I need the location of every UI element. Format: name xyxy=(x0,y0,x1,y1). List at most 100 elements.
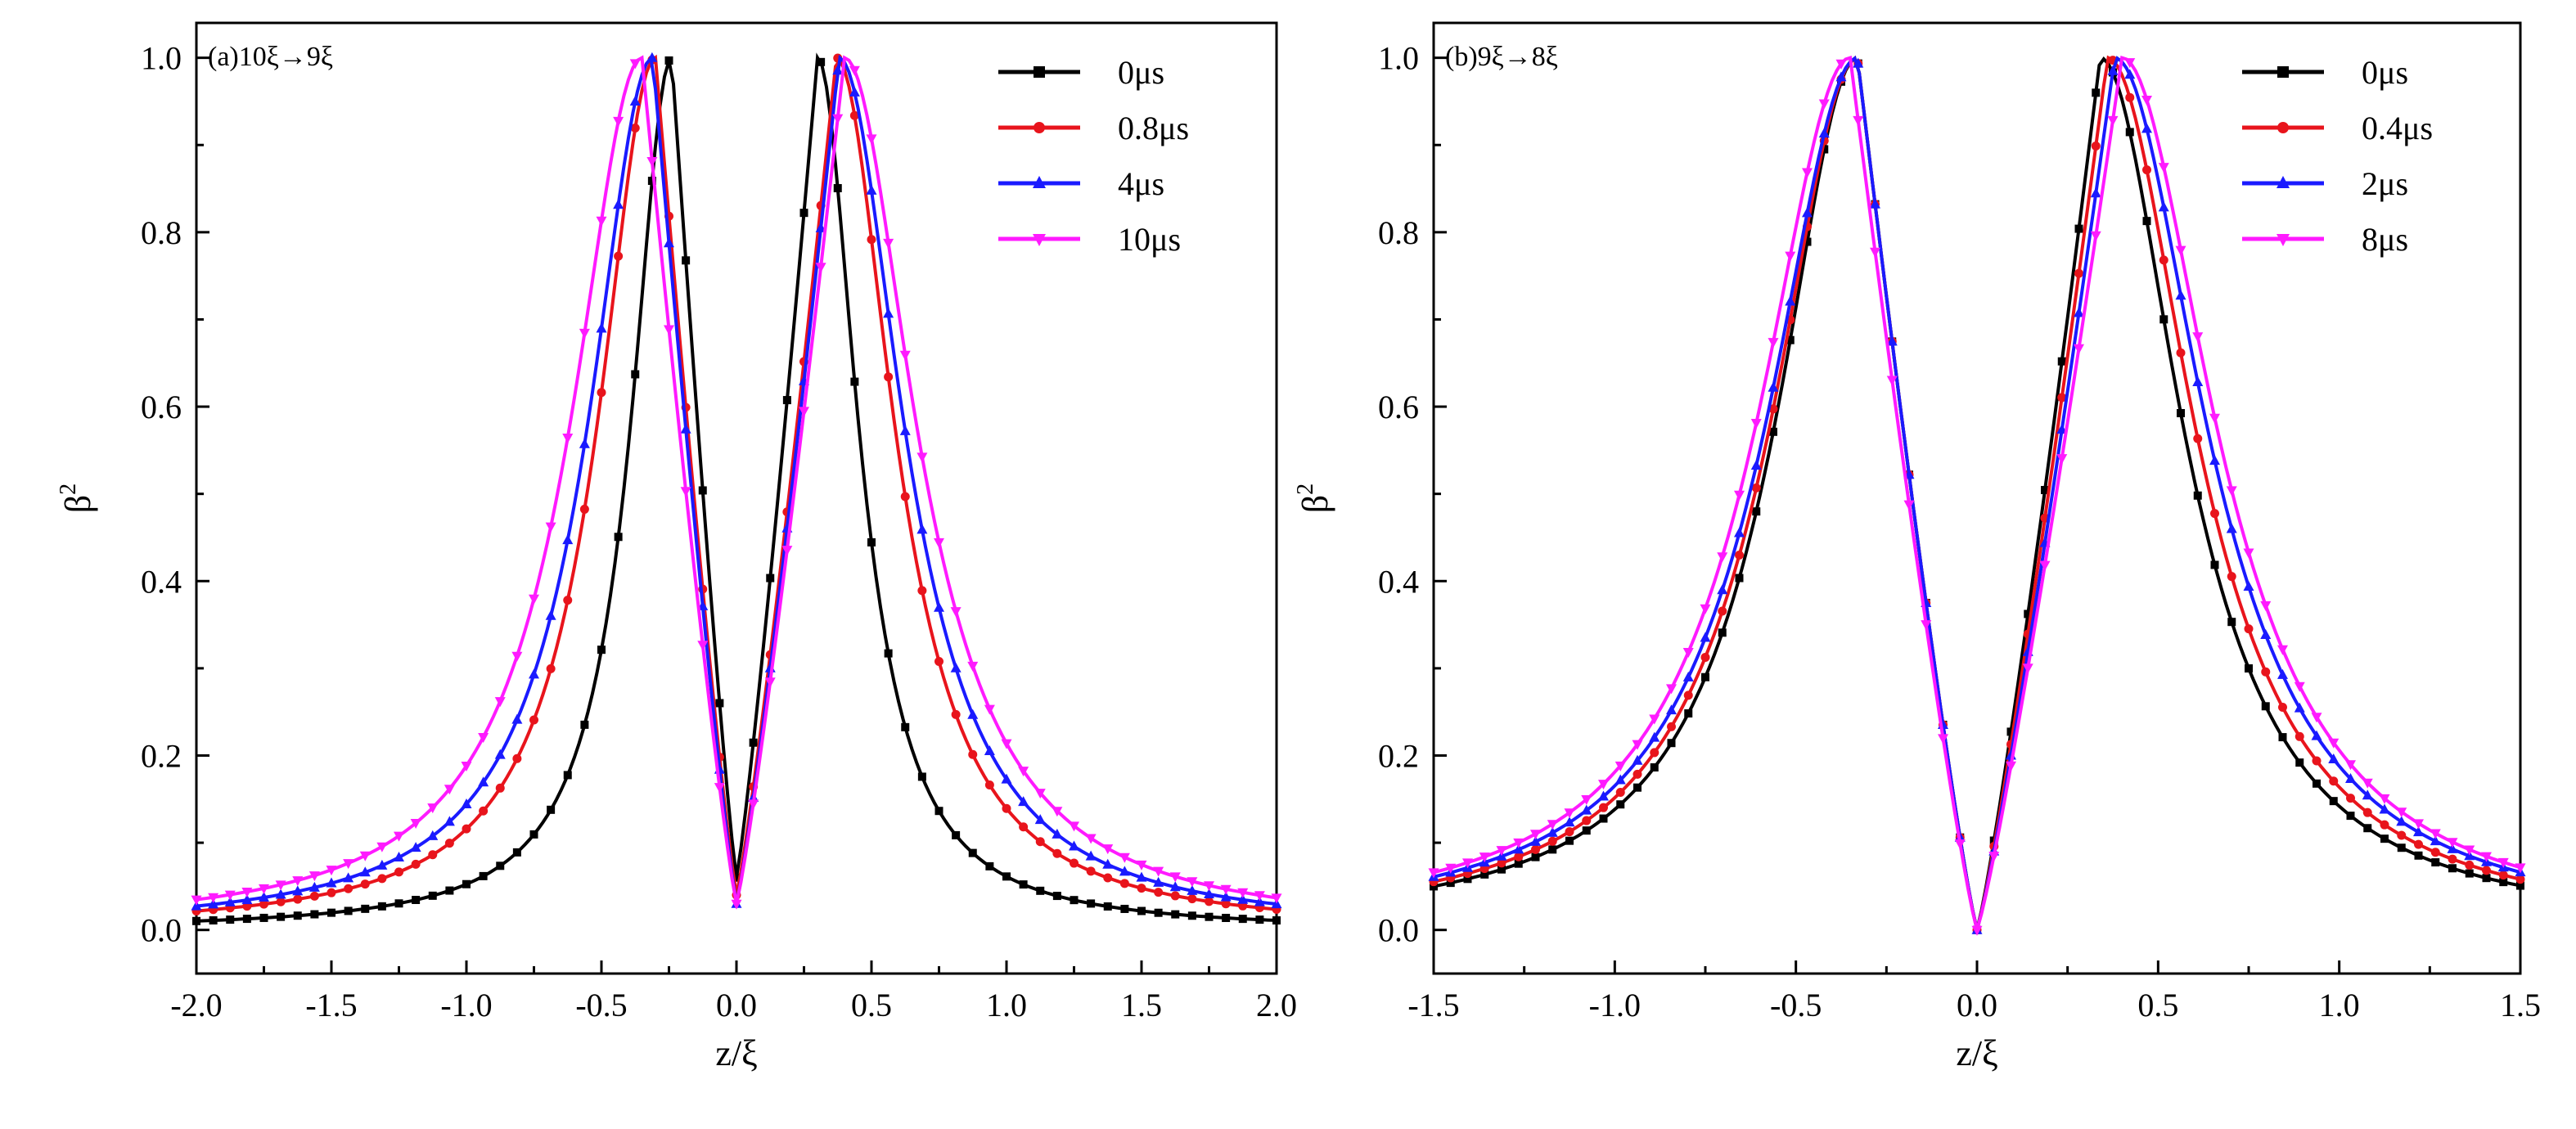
data-point xyxy=(916,452,928,463)
data-point xyxy=(2243,548,2254,559)
data-point xyxy=(2193,434,2203,443)
data-point xyxy=(1001,773,1012,784)
data-point xyxy=(326,877,337,888)
data-point xyxy=(1700,604,1711,614)
y-tick-label: 0.0 xyxy=(141,912,182,949)
data-point xyxy=(1718,606,1727,616)
data-point xyxy=(428,850,438,860)
data-point xyxy=(226,915,235,924)
data-point xyxy=(2209,455,2220,466)
data-point xyxy=(377,874,387,884)
data-point xyxy=(2362,789,2373,800)
data-point xyxy=(1220,891,1232,902)
data-point xyxy=(1531,844,1540,854)
data-point xyxy=(411,859,421,869)
series-line xyxy=(196,55,1277,905)
data-point xyxy=(2329,797,2338,806)
data-point xyxy=(1820,145,1829,154)
data-point xyxy=(1001,739,1012,749)
data-point xyxy=(461,798,472,808)
data-point xyxy=(2090,231,2101,241)
data-point xyxy=(2414,851,2423,860)
data-point xyxy=(1463,875,1472,884)
data-point xyxy=(545,522,556,533)
x-tick-label: -1.0 xyxy=(1589,987,1641,1023)
data-point xyxy=(714,783,725,794)
data-point xyxy=(208,893,219,903)
data-point xyxy=(1786,335,1795,344)
data-point xyxy=(547,805,556,814)
data-point xyxy=(1971,925,1983,936)
data-point xyxy=(259,899,268,909)
data-point xyxy=(327,888,336,897)
data-point xyxy=(2022,663,2033,674)
data-point xyxy=(1205,897,1214,906)
data-point xyxy=(2328,753,2340,764)
data-point xyxy=(1752,507,1761,516)
data-point xyxy=(1119,852,1130,863)
data-point xyxy=(952,830,961,839)
data-point xyxy=(1255,915,1264,924)
data-point xyxy=(2090,187,2101,198)
data-point xyxy=(680,423,691,434)
data-point xyxy=(2515,875,2525,884)
data-point xyxy=(579,438,590,448)
data-point xyxy=(2227,618,2236,627)
data-point xyxy=(1582,816,1592,825)
legend-marker xyxy=(1034,122,1045,133)
data-point xyxy=(2245,664,2253,673)
data-point xyxy=(2430,835,2441,846)
data-point xyxy=(2380,834,2389,843)
data-point xyxy=(359,866,371,877)
x-tick-label: -1.5 xyxy=(1407,987,1459,1023)
data-point xyxy=(1002,803,1011,813)
data-point xyxy=(849,86,860,97)
x-tick-label: -1.0 xyxy=(440,987,492,1023)
legend-label: 0.8μs xyxy=(1118,110,1189,146)
data-point xyxy=(1666,684,1677,695)
data-point xyxy=(1683,690,1693,700)
data-point xyxy=(1886,376,1898,386)
data-point xyxy=(2125,128,2134,137)
data-point xyxy=(1734,490,1745,501)
data-point xyxy=(2380,820,2389,830)
data-point xyxy=(293,911,302,920)
y-tick-label: 0.0 xyxy=(1378,912,1419,949)
data-point xyxy=(410,819,421,830)
data-point xyxy=(1514,859,1523,868)
y-tick-label: 0.2 xyxy=(141,737,182,774)
data-point xyxy=(2142,165,2151,175)
data-point xyxy=(2362,807,2372,817)
data-point xyxy=(2345,760,2356,771)
data-point xyxy=(1666,704,1677,715)
data-point xyxy=(479,806,489,816)
data-point xyxy=(461,761,472,771)
data-point xyxy=(563,596,573,605)
data-point xyxy=(579,328,590,339)
data-point xyxy=(630,123,640,133)
data-point xyxy=(2091,141,2101,151)
data-point xyxy=(646,52,658,62)
data-point xyxy=(512,753,522,763)
data-point xyxy=(1870,247,1880,258)
data-point xyxy=(2125,92,2135,102)
data-point xyxy=(2107,65,2119,75)
data-point xyxy=(1479,852,1490,863)
data-point xyxy=(1103,902,1112,911)
legend-item: 4μs xyxy=(998,165,1164,202)
data-point xyxy=(1002,872,1011,881)
data-point xyxy=(562,534,574,545)
legend-item: 0.8μs xyxy=(998,110,1189,146)
data-point xyxy=(2260,628,2272,639)
data-point xyxy=(2362,778,2373,789)
data-point xyxy=(1496,846,1507,857)
data-point xyxy=(1221,899,1231,909)
data-point xyxy=(2226,523,2237,533)
data-point xyxy=(901,722,910,731)
data-point xyxy=(614,251,624,261)
data-point xyxy=(529,668,539,679)
data-point xyxy=(1750,419,1762,430)
data-point xyxy=(344,906,353,915)
data-point xyxy=(967,708,979,719)
legend-label: 0μs xyxy=(2362,54,2408,91)
